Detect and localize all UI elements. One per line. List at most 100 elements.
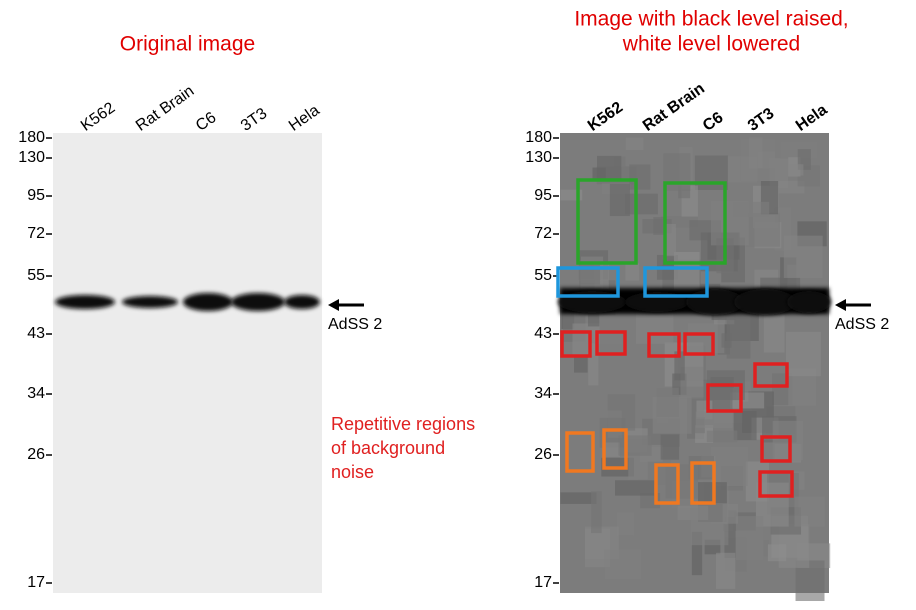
panel-title: Image with black level raised,	[574, 8, 848, 31]
lane-label: K562	[585, 99, 626, 135]
noise-patch	[625, 137, 644, 151]
lane-label: K562	[78, 99, 118, 134]
highlight-box	[760, 435, 792, 463]
marker-label: 26	[27, 446, 45, 463]
noise-patch	[794, 496, 825, 527]
blot	[53, 133, 322, 593]
noise-patch	[618, 435, 652, 456]
highlight-box	[654, 463, 680, 505]
noise-patch	[724, 516, 736, 558]
highlight-box	[683, 332, 715, 356]
noise-patch	[660, 215, 698, 228]
highlight-box	[758, 470, 794, 498]
noise-patch	[605, 442, 621, 457]
annotation: of background	[331, 438, 445, 458]
noise-patch	[604, 549, 642, 580]
highlight-box	[643, 266, 709, 298]
lane-label: Hela	[286, 102, 323, 135]
noise-patch	[748, 137, 763, 169]
marker-label: 17	[27, 574, 45, 591]
marker-label: 17	[534, 574, 552, 591]
highlight-box	[556, 266, 620, 298]
lane-label: 3T3	[238, 105, 270, 135]
lane-label: Rat Brain	[640, 80, 708, 135]
arrow-head	[835, 299, 846, 311]
noise-patch	[694, 155, 728, 191]
highlight-box	[602, 428, 628, 470]
noise-patch	[772, 420, 804, 461]
band	[734, 289, 796, 315]
noise-patch	[587, 306, 600, 327]
marker-label: 55	[27, 267, 45, 284]
noise-patch	[663, 223, 676, 257]
band	[55, 295, 115, 309]
highlight-box	[576, 178, 638, 265]
noise-patch	[726, 314, 751, 359]
lane-label: 3T3	[745, 105, 777, 135]
highlight-box	[753, 362, 789, 388]
marker-label: 72	[534, 225, 552, 242]
lane-label: C6	[700, 109, 727, 135]
noise-patch	[588, 343, 599, 386]
noise-patch	[609, 183, 630, 217]
highlight-box	[690, 461, 716, 505]
panel-title: white level lowered	[622, 33, 800, 56]
marker-label: 26	[534, 446, 552, 463]
noise-patch	[591, 491, 602, 534]
lane-label: Rat Brain	[133, 83, 197, 135]
highlight-box	[560, 330, 592, 358]
noise-patch	[678, 185, 691, 199]
noise-patch	[732, 201, 770, 218]
noise-patch	[735, 516, 764, 560]
noise-patch	[721, 333, 732, 348]
noise-patch	[767, 544, 787, 562]
noise-patch	[716, 552, 736, 589]
noise-patch	[673, 251, 700, 292]
arrow-head	[328, 299, 339, 311]
band-label: AdSS 2	[835, 316, 889, 333]
noise-patch	[769, 180, 805, 194]
noise-patch	[572, 323, 600, 356]
band	[284, 295, 320, 309]
highlight-box	[663, 181, 727, 265]
band	[787, 291, 831, 313]
highlight-box	[647, 332, 681, 358]
highlight-box	[595, 330, 627, 356]
noise-patch	[674, 351, 685, 381]
noise-patch	[680, 366, 704, 399]
noise-patch	[691, 531, 703, 576]
annotation: noise	[331, 462, 374, 482]
noise-patch	[629, 164, 651, 190]
marker-label: 34	[534, 385, 552, 402]
noise-patch	[733, 411, 757, 441]
band-label: AdSS 2	[328, 316, 382, 333]
noise-patch	[785, 331, 821, 377]
marker-label: 72	[27, 225, 45, 242]
marker-label: 130	[525, 149, 552, 166]
noise-patch	[710, 377, 734, 388]
marker-label: 43	[534, 325, 552, 342]
noise-patch	[615, 480, 655, 496]
band	[122, 296, 178, 308]
marker-label: 34	[27, 385, 45, 402]
noise-patch	[711, 446, 748, 487]
noise-patch	[690, 503, 729, 546]
noise-patch	[688, 323, 725, 354]
noise-patch	[597, 155, 622, 179]
noise-patch	[653, 217, 664, 235]
noise-patch	[663, 153, 691, 191]
lane-label: Hela	[793, 101, 831, 134]
annotation: Repetitive regions	[331, 414, 475, 434]
band	[231, 293, 285, 311]
marker-label: 55	[534, 267, 552, 284]
marker-label: 43	[27, 325, 45, 342]
noise-patch	[625, 193, 658, 215]
noise-patch	[656, 387, 679, 417]
marker-label: 180	[18, 129, 45, 146]
noise-patch	[660, 434, 680, 460]
marker-label: 130	[18, 149, 45, 166]
panel-title: Original image	[120, 33, 255, 56]
marker-label: 180	[525, 129, 552, 146]
lane-label: C6	[193, 109, 220, 135]
